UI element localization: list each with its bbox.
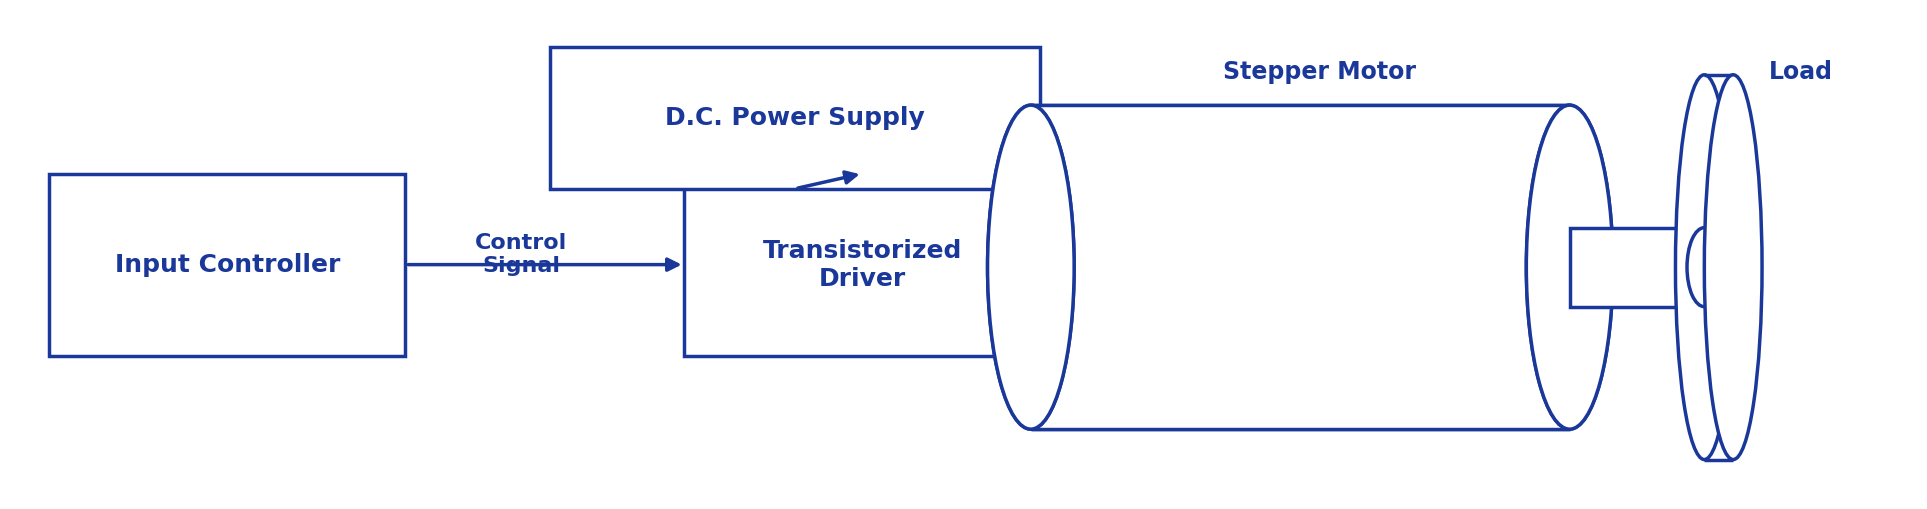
Ellipse shape [1675,75,1732,460]
Ellipse shape [1703,75,1761,460]
Ellipse shape [1686,228,1721,306]
Text: Stepper Motor: Stepper Motor [1224,60,1416,84]
FancyBboxPatch shape [1031,105,1571,429]
FancyBboxPatch shape [50,174,405,356]
FancyBboxPatch shape [684,174,1041,356]
Ellipse shape [1526,105,1613,429]
Ellipse shape [987,105,1073,429]
Ellipse shape [1526,105,1613,429]
Ellipse shape [987,105,1073,429]
Text: D.C. Power Supply: D.C. Power Supply [665,106,925,130]
Text: Input Controller: Input Controller [116,252,341,276]
FancyBboxPatch shape [549,47,1041,189]
FancyBboxPatch shape [1571,228,1703,306]
Text: Transistorized
Driver: Transistorized Driver [763,239,962,291]
Text: Control
Signal: Control Signal [474,233,567,276]
Text: Load: Load [1769,60,1833,84]
